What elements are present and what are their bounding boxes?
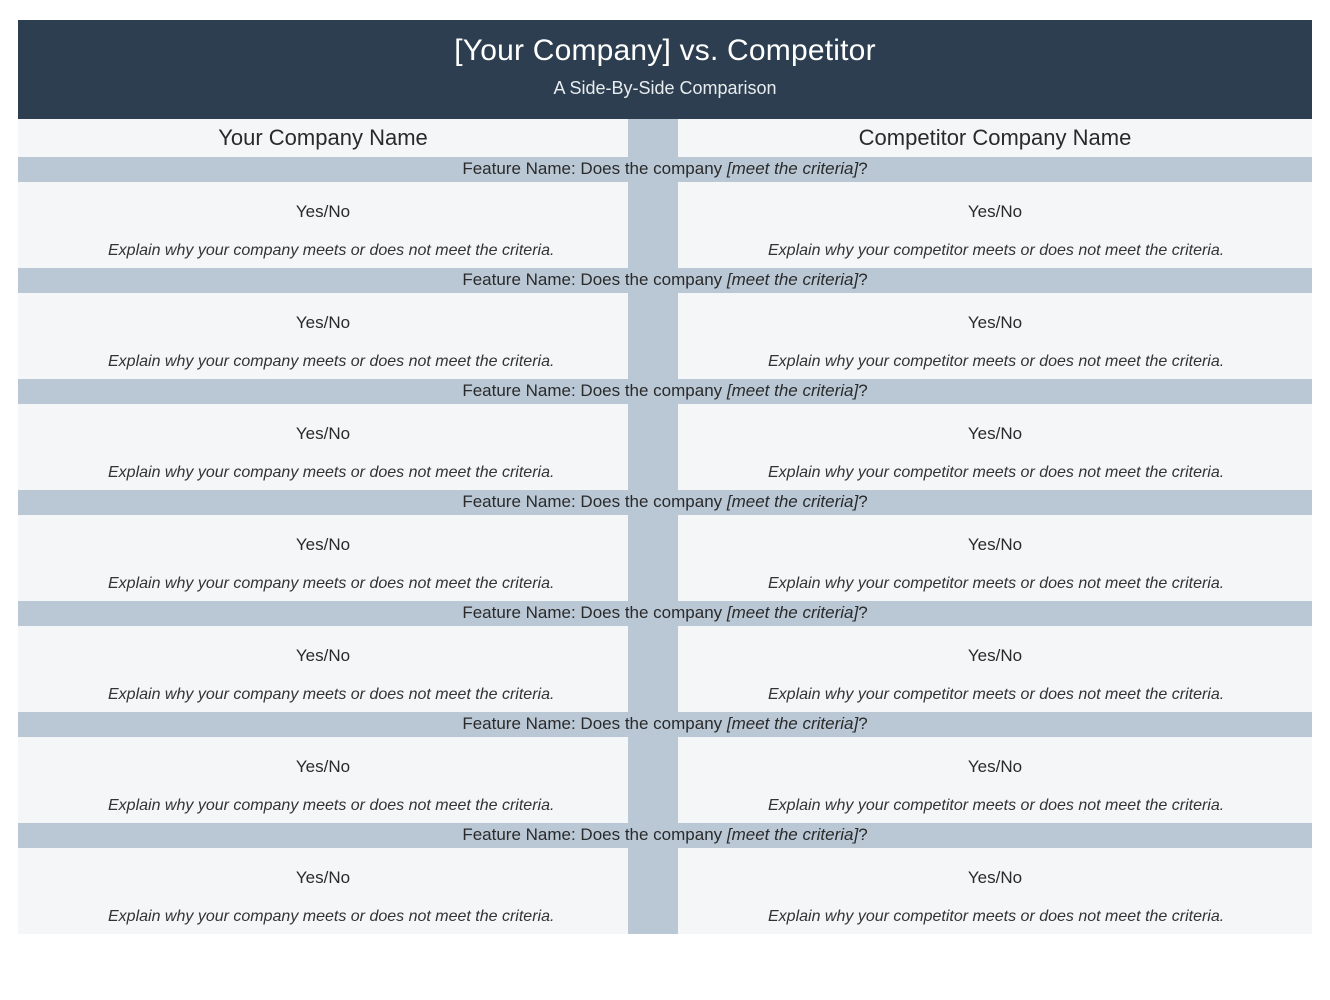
answer-gap <box>628 737 678 823</box>
answer-row: Yes/No Explain why your company meets or … <box>18 404 1312 490</box>
answer-gap <box>628 848 678 934</box>
yes-no-right: Yes/No <box>678 202 1312 222</box>
explain-right: Explain why your competitor meets or doe… <box>678 908 1312 926</box>
answer-row: Yes/No Explain why your company meets or … <box>18 182 1312 268</box>
feature-prefix: Feature Name: Does the company <box>462 714 727 733</box>
answer-row: Yes/No Explain why your company meets or … <box>18 293 1312 379</box>
answer-cell-left: Yes/No Explain why your company meets or … <box>18 737 628 823</box>
answer-row: Yes/No Explain why your company meets or … <box>18 848 1312 934</box>
yes-no-left: Yes/No <box>18 646 628 666</box>
answer-cell-right: Yes/No Explain why your competitor meets … <box>678 848 1312 934</box>
column-header-left: Your Company Name <box>18 119 628 157</box>
feature-prefix: Feature Name: Does the company <box>462 159 727 178</box>
feature-header: Feature Name: Does the company [meet the… <box>18 157 1312 182</box>
answer-gap <box>628 404 678 490</box>
yes-no-right: Yes/No <box>678 535 1312 555</box>
yes-no-right: Yes/No <box>678 424 1312 444</box>
feature-header: Feature Name: Does the company [meet the… <box>18 379 1312 404</box>
feature-header: Feature Name: Does the company [meet the… <box>18 268 1312 293</box>
explain-left: Explain why your company meets or does n… <box>18 464 628 482</box>
feature-header: Feature Name: Does the company [meet the… <box>18 490 1312 515</box>
header: [Your Company] vs. Competitor A Side-By-… <box>18 20 1312 119</box>
column-gap <box>628 119 678 157</box>
answer-cell-right: Yes/No Explain why your competitor meets … <box>678 737 1312 823</box>
explain-left: Explain why your company meets or does n… <box>18 686 628 704</box>
feature-criteria: [meet the criteria] <box>727 159 858 178</box>
comparison-template: [Your Company] vs. Competitor A Side-By-… <box>18 20 1312 934</box>
feature-header: Feature Name: Does the company [meet the… <box>18 712 1312 737</box>
yes-no-left: Yes/No <box>18 424 628 444</box>
answer-row: Yes/No Explain why your company meets or … <box>18 626 1312 712</box>
yes-no-left: Yes/No <box>18 868 628 888</box>
feature-suffix: ? <box>858 270 867 289</box>
feature-criteria: [meet the criteria] <box>727 492 858 511</box>
feature-prefix: Feature Name: Does the company <box>462 603 727 622</box>
feature-criteria: [meet the criteria] <box>727 714 858 733</box>
answer-cell-right: Yes/No Explain why your competitor meets … <box>678 182 1312 268</box>
answer-gap <box>628 515 678 601</box>
feature-criteria: [meet the criteria] <box>727 381 858 400</box>
explain-left: Explain why your company meets or does n… <box>18 575 628 593</box>
answer-cell-left: Yes/No Explain why your company meets or … <box>18 626 628 712</box>
answer-cell-right: Yes/No Explain why your competitor meets … <box>678 515 1312 601</box>
feature-suffix: ? <box>858 159 867 178</box>
answer-cell-left: Yes/No Explain why your company meets or … <box>18 515 628 601</box>
column-header-right: Competitor Company Name <box>678 119 1312 157</box>
yes-no-right: Yes/No <box>678 646 1312 666</box>
feature-suffix: ? <box>858 714 867 733</box>
yes-no-left: Yes/No <box>18 313 628 333</box>
feature-suffix: ? <box>858 381 867 400</box>
yes-no-right: Yes/No <box>678 757 1312 777</box>
page-title: [Your Company] vs. Competitor <box>18 34 1312 68</box>
yes-no-right: Yes/No <box>678 313 1312 333</box>
explain-right: Explain why your competitor meets or doe… <box>678 242 1312 260</box>
yes-no-left: Yes/No <box>18 757 628 777</box>
answer-gap <box>628 626 678 712</box>
explain-right: Explain why your competitor meets or doe… <box>678 575 1312 593</box>
feature-prefix: Feature Name: Does the company <box>462 381 727 400</box>
feature-criteria: [meet the criteria] <box>727 825 858 844</box>
answer-row: Yes/No Explain why your company meets or … <box>18 737 1312 823</box>
page-subtitle: A Side-By-Side Comparison <box>18 78 1312 99</box>
feature-suffix: ? <box>858 825 867 844</box>
answer-cell-right: Yes/No Explain why your competitor meets … <box>678 293 1312 379</box>
answer-cell-left: Yes/No Explain why your company meets or … <box>18 848 628 934</box>
explain-right: Explain why your competitor meets or doe… <box>678 797 1312 815</box>
explain-right: Explain why your competitor meets or doe… <box>678 686 1312 704</box>
explain-left: Explain why your company meets or does n… <box>18 242 628 260</box>
features-container: Feature Name: Does the company [meet the… <box>18 157 1312 934</box>
feature-criteria: [meet the criteria] <box>727 603 858 622</box>
feature-prefix: Feature Name: Does the company <box>462 270 727 289</box>
yes-no-left: Yes/No <box>18 535 628 555</box>
explain-left: Explain why your company meets or does n… <box>18 908 628 926</box>
feature-suffix: ? <box>858 492 867 511</box>
explain-right: Explain why your competitor meets or doe… <box>678 464 1312 482</box>
answer-cell-left: Yes/No Explain why your company meets or … <box>18 293 628 379</box>
yes-no-right: Yes/No <box>678 868 1312 888</box>
answer-cell-right: Yes/No Explain why your competitor meets … <box>678 626 1312 712</box>
answer-gap <box>628 182 678 268</box>
answer-gap <box>628 293 678 379</box>
answer-row: Yes/No Explain why your company meets or … <box>18 515 1312 601</box>
feature-header: Feature Name: Does the company [meet the… <box>18 823 1312 848</box>
feature-suffix: ? <box>858 603 867 622</box>
feature-prefix: Feature Name: Does the company <box>462 825 727 844</box>
feature-header: Feature Name: Does the company [meet the… <box>18 601 1312 626</box>
column-headers: Your Company Name Competitor Company Nam… <box>18 119 1312 157</box>
answer-cell-left: Yes/No Explain why your company meets or … <box>18 404 628 490</box>
explain-right: Explain why your competitor meets or doe… <box>678 353 1312 371</box>
feature-prefix: Feature Name: Does the company <box>462 492 727 511</box>
explain-left: Explain why your company meets or does n… <box>18 797 628 815</box>
answer-cell-right: Yes/No Explain why your competitor meets … <box>678 404 1312 490</box>
feature-criteria: [meet the criteria] <box>727 270 858 289</box>
explain-left: Explain why your company meets or does n… <box>18 353 628 371</box>
answer-cell-left: Yes/No Explain why your company meets or … <box>18 182 628 268</box>
yes-no-left: Yes/No <box>18 202 628 222</box>
